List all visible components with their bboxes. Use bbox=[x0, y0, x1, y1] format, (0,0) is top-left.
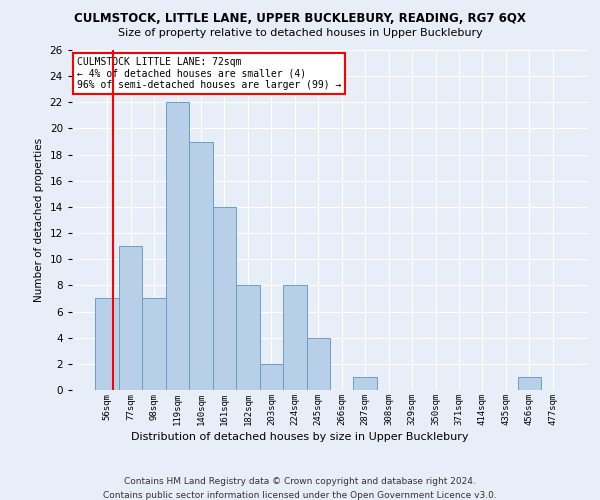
Text: Size of property relative to detached houses in Upper Bucklebury: Size of property relative to detached ho… bbox=[118, 28, 482, 38]
Bar bbox=[142, 298, 166, 390]
Text: Contains public sector information licensed under the Open Government Licence v3: Contains public sector information licen… bbox=[103, 491, 497, 500]
Bar bbox=[236, 286, 260, 390]
Text: Distribution of detached houses by size in Upper Bucklebury: Distribution of detached houses by size … bbox=[131, 432, 469, 442]
Bar bbox=[260, 364, 283, 390]
Bar bbox=[119, 246, 142, 390]
Y-axis label: Number of detached properties: Number of detached properties bbox=[34, 138, 44, 302]
Bar bbox=[518, 377, 541, 390]
Bar bbox=[95, 298, 119, 390]
Bar bbox=[283, 286, 307, 390]
Text: CULMSTOCK LITTLE LANE: 72sqm
← 4% of detached houses are smaller (4)
96% of semi: CULMSTOCK LITTLE LANE: 72sqm ← 4% of det… bbox=[77, 57, 341, 90]
Bar bbox=[307, 338, 330, 390]
Bar bbox=[213, 207, 236, 390]
Bar bbox=[166, 102, 189, 390]
Text: Contains HM Land Registry data © Crown copyright and database right 2024.: Contains HM Land Registry data © Crown c… bbox=[124, 478, 476, 486]
Bar bbox=[189, 142, 213, 390]
Bar bbox=[353, 377, 377, 390]
Text: CULMSTOCK, LITTLE LANE, UPPER BUCKLEBURY, READING, RG7 6QX: CULMSTOCK, LITTLE LANE, UPPER BUCKLEBURY… bbox=[74, 12, 526, 26]
